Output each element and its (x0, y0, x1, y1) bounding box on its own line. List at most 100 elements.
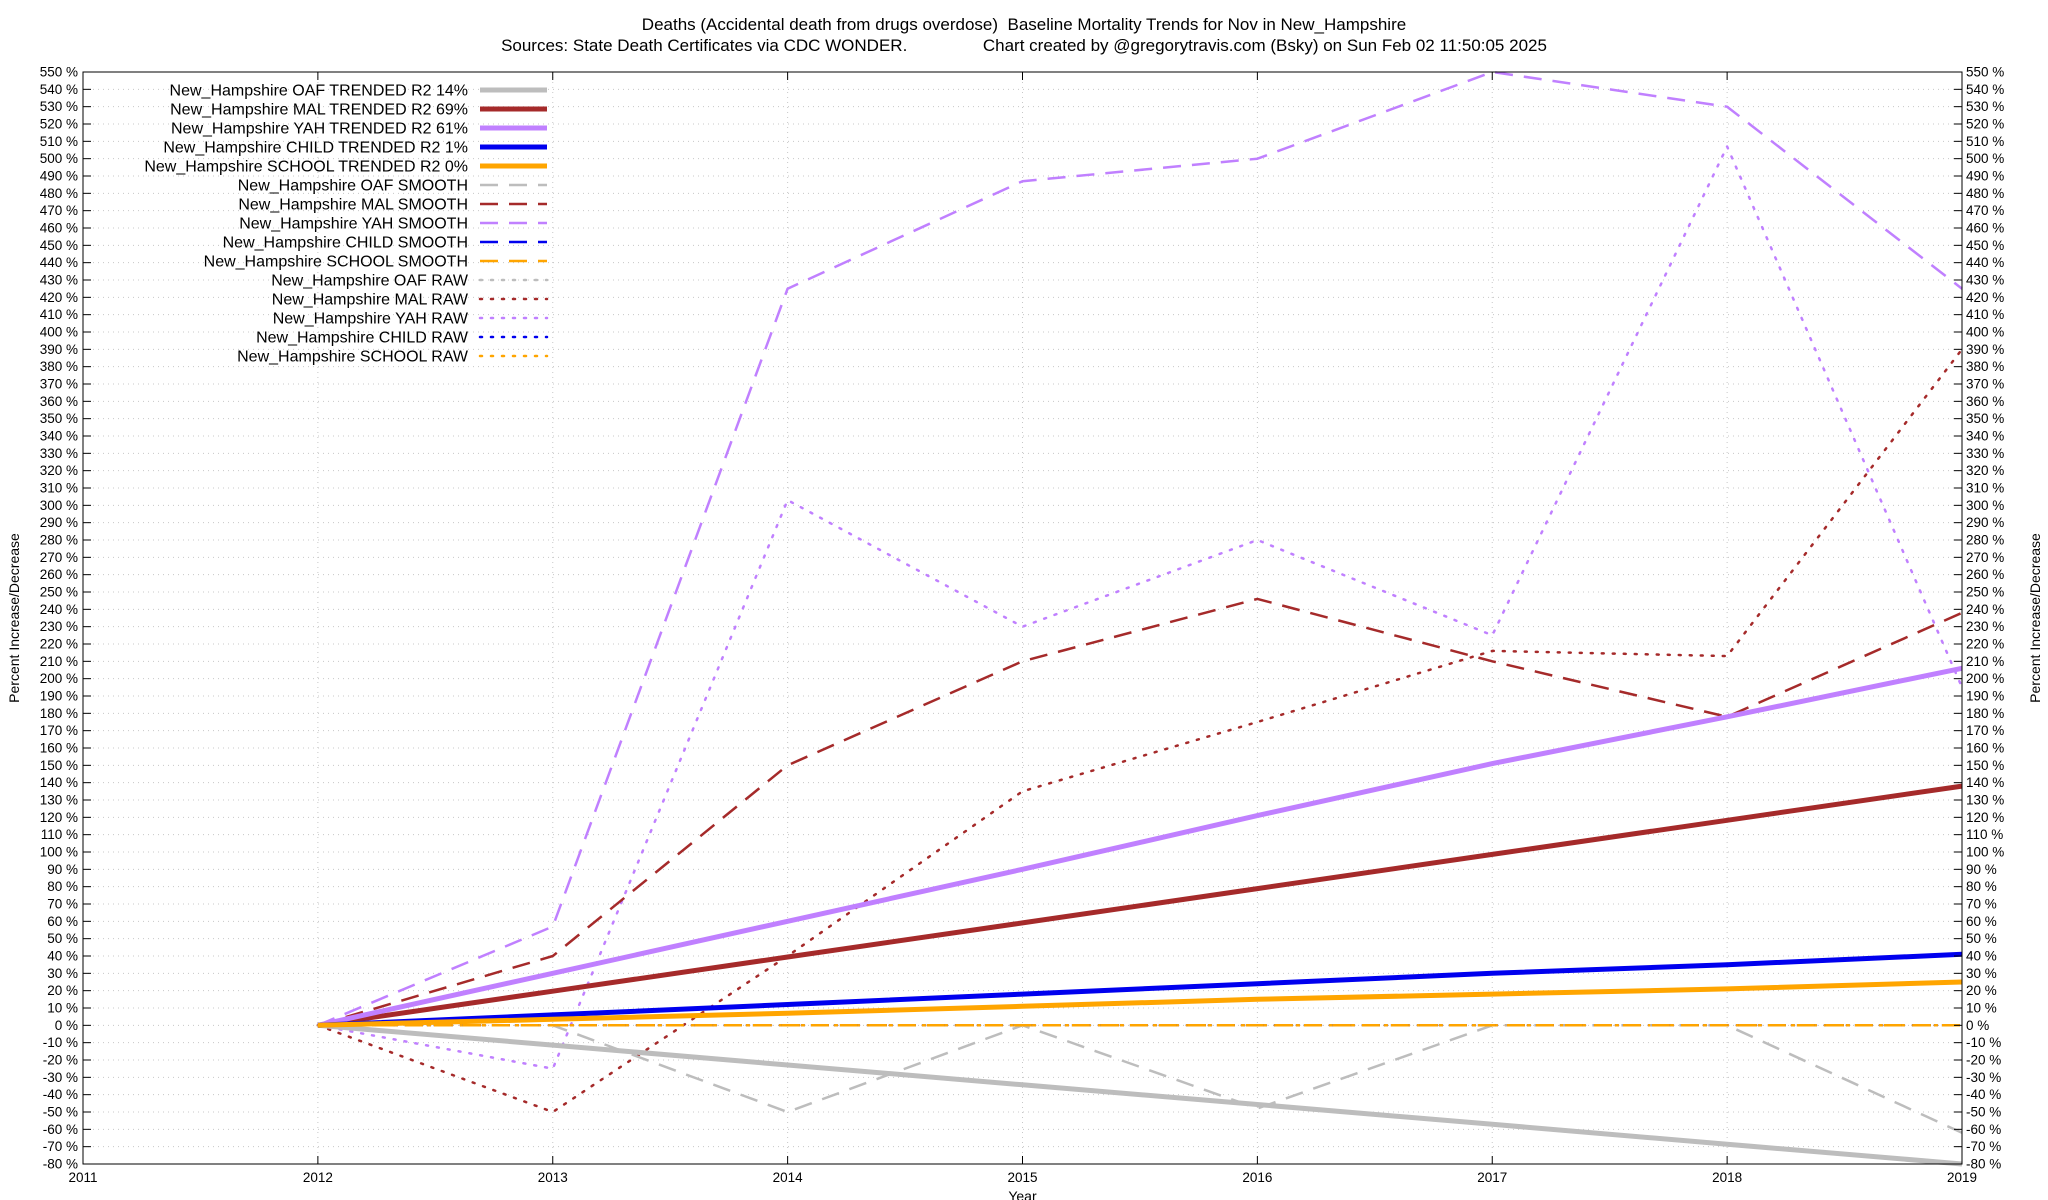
x-tick-label: 2017 (1477, 1170, 1507, 1185)
y-tick-label-left: -50 % (43, 1105, 78, 1120)
y-tick-label-left: 250 % (40, 585, 78, 600)
y-tick-label-left: 210 % (40, 654, 78, 669)
legend-label: New_Hampshire YAH RAW (273, 311, 469, 328)
y-tick-label-left: 260 % (40, 567, 78, 582)
y-tick-label-right: -30 % (1966, 1070, 2001, 1085)
y-tick-label-right: 220 % (1966, 637, 2004, 652)
y-tick-label-right: 30 % (1966, 966, 1997, 981)
y-tick-label-right: 340 % (1966, 429, 2004, 444)
title-line-2: Sources: State Death Certificates via CD… (501, 36, 1547, 55)
y-tick-label-left: 30 % (47, 966, 78, 981)
series-line-new-hampshire-mal-raw (316, 348, 1964, 1114)
y-tick-label-left: 170 % (40, 723, 78, 738)
series-line-new-hampshire-yah-raw (316, 145, 1964, 1070)
legend-label: New_Hampshire CHILD RAW (256, 330, 469, 347)
series-line-new-hampshire-mal-trended-r2-69 (317, 783, 1963, 1028)
y-tick-label-right: 430 % (1966, 273, 2004, 288)
y-tick-label-left: 360 % (40, 394, 78, 409)
y-tick-label-left: 460 % (40, 221, 78, 236)
y-tick-label-left: 150 % (40, 758, 78, 773)
y-tick-label-right: 230 % (1966, 619, 2004, 634)
y-tick-label-right: 280 % (1966, 533, 2004, 548)
y-tick-label-right: 240 % (1966, 602, 2004, 617)
y-tick-label-left: 320 % (40, 463, 78, 478)
y-tick-label-left: 140 % (40, 775, 78, 790)
y-tick-label-right: 500 % (1966, 151, 2004, 166)
y-tick-label-left: 490 % (40, 169, 78, 184)
chart-title: Deaths (Accidental death from drugs over… (0, 14, 2048, 56)
y-tick-label-right: 250 % (1966, 585, 2004, 600)
legend-label: New_Hampshire OAF TRENDED R2 14% (170, 83, 468, 100)
y-tick-label-right: -10 % (1966, 1035, 2001, 1050)
y-tick-label-right: 440 % (1966, 255, 2004, 270)
y-tick-label-left: 470 % (40, 203, 78, 218)
y-tick-label-left: 40 % (47, 949, 78, 964)
y-tick-label-left: 380 % (40, 359, 78, 374)
y-tick-label-left: 200 % (40, 671, 78, 686)
legend-label: New_Hampshire SCHOOL RAW (237, 349, 469, 366)
y-tick-label-left: 310 % (40, 481, 78, 496)
y-tick-label-right: 0 % (1966, 1018, 1989, 1033)
y-tick-label-left: 110 % (41, 827, 78, 842)
legend: New_Hampshire OAF TRENDED R2 14% New_Hamp… (144, 83, 549, 366)
y-tick-label-left: -60 % (43, 1122, 78, 1137)
y-tick-label-right: 10 % (1966, 1001, 1997, 1016)
y-tick-label-right: 350 % (1966, 411, 2004, 426)
y-tick-label-left: 300 % (40, 498, 78, 513)
y-tick-label-right: 20 % (1966, 983, 1997, 998)
series-lines (316, 70, 1964, 1167)
y-tick-label-right: 490 % (1966, 169, 2004, 184)
x-axis-label: Year (1008, 1188, 1037, 1200)
series-line-new-hampshire-yah-trended-r2-61 (317, 665, 1963, 1028)
y-tick-label-right: 410 % (1966, 307, 2004, 322)
axis-ticks: -80 % -80 % -70 % -70 % -60 % -60 % -50 % -50 %… (40, 65, 2005, 1186)
y-tick-label-right: 270 % (1966, 550, 2004, 565)
legend-label: New_Hampshire MAL RAW (272, 292, 469, 309)
legend-label: New_Hampshire YAH SMOOTH (239, 216, 468, 233)
y-tick-label-left: 80 % (47, 879, 78, 894)
y-tick-label-left: 0 % (55, 1018, 78, 1033)
y-tick-label-right: -40 % (1966, 1087, 2001, 1102)
x-tick-label: 2012 (303, 1170, 333, 1185)
y-tick-label-left: 550 % (40, 65, 78, 80)
y-tick-label-left: 130 % (40, 793, 78, 808)
y-tick-label-left: -30 % (43, 1070, 78, 1085)
y-tick-label-left: 270 % (40, 550, 78, 565)
title-line-1: Deaths (Accidental death from drugs over… (641, 15, 1407, 34)
legend-label: New_Hampshire SCHOOL SMOOTH (204, 254, 468, 271)
y-tick-label-left: -70 % (43, 1139, 78, 1154)
y-tick-label-left: -80 % (43, 1157, 78, 1172)
y-tick-label-left: 100 % (40, 845, 78, 860)
x-tick-label: 2014 (773, 1170, 804, 1185)
series-line-new-hampshire-school-trended-r2-0 (317, 979, 1963, 1028)
y-tick-label-right: 400 % (1966, 325, 2004, 340)
x-tick-label: 2016 (1242, 1170, 1272, 1185)
y-tick-label-left: 20 % (47, 983, 78, 998)
x-tick-label: 2011 (68, 1170, 97, 1185)
y-tick-label-left: 240 % (40, 602, 78, 617)
legend-label: New_Hampshire MAL TRENDED R2 69% (170, 102, 468, 119)
y-tick-label-right: 100 % (1966, 845, 2004, 860)
y-tick-label-left: 70 % (47, 897, 78, 912)
legend-label: New_Hampshire CHILD TRENDED R2 1% (163, 140, 468, 157)
y-tick-label-right: 120 % (1966, 810, 2004, 825)
y-tick-label-right: 140 % (1966, 775, 2004, 790)
y-tick-label-left: 480 % (40, 186, 78, 201)
y-tick-label-left: 220 % (40, 637, 78, 652)
y-tick-label-left: -20 % (43, 1053, 78, 1068)
y-tick-label-left: 350 % (40, 411, 78, 426)
y-tick-label-left: 330 % (40, 446, 78, 461)
legend-label: New_Hampshire SCHOOL TRENDED R2 0% (144, 159, 468, 176)
y-tick-label-right: 300 % (1966, 498, 2004, 513)
y-tick-label-right: 310 % (1966, 481, 2004, 496)
y-tick-label-right: -60 % (1966, 1122, 2001, 1137)
y-tick-label-right: 260 % (1966, 567, 2004, 582)
y-tick-label-left: 190 % (40, 689, 78, 704)
y-tick-label-left: 500 % (40, 151, 78, 166)
y-tick-label-left: 440 % (40, 255, 78, 270)
y-tick-label-right: 530 % (1966, 99, 2004, 114)
y-tick-label-left: 430 % (40, 273, 78, 288)
y-tick-label-left: 230 % (40, 619, 78, 634)
y-tick-label-left: 290 % (40, 515, 78, 530)
